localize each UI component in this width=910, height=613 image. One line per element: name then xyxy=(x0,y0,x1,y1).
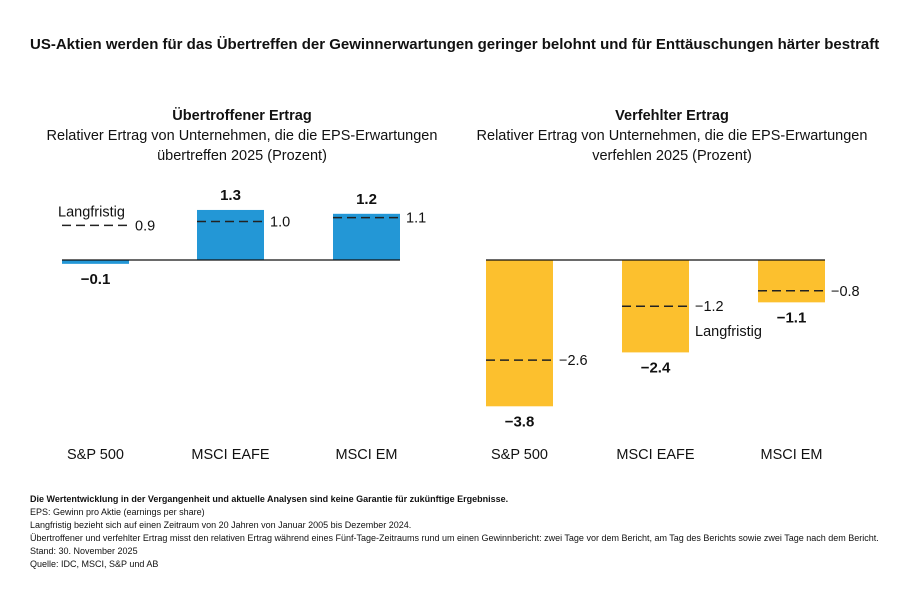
miss-long-term-legend: Langfristig xyxy=(695,324,762,340)
beat-category-label-3: MSCI EM xyxy=(335,447,397,463)
miss-long-term-label-1: −2.6 xyxy=(559,353,588,369)
footnote-long-term: Langfristig bezieht sich auf einen Zeitr… xyxy=(30,520,412,530)
beat-bar-3 xyxy=(333,213,400,260)
beat-value-label-3: 1.2 xyxy=(356,191,377,208)
beat-value-label-1: −0.1 xyxy=(81,271,111,288)
beat-long-term-label-2: 1.0 xyxy=(270,215,290,231)
footnote-eps: EPS: Gewinn pro Aktie (earnings per shar… xyxy=(30,507,205,517)
beat-long-term-label-3: 1.1 xyxy=(406,211,426,227)
miss-value-label-2: −2.4 xyxy=(641,359,671,376)
miss-category-label-3: MSCI EM xyxy=(760,447,822,463)
beat-bar-1 xyxy=(62,260,129,264)
miss-category-label-2: MSCI EAFE xyxy=(616,447,694,463)
beat-value-label-2: 1.3 xyxy=(220,187,241,204)
miss-value-label-3: −1.1 xyxy=(777,309,807,326)
footnote-date: Stand: 30. November 2025 xyxy=(30,546,138,556)
left-panel-title: Übertroffener Ertrag xyxy=(172,108,312,124)
beat-category-label-2: MSCI EAFE xyxy=(191,447,269,463)
footnotes: Die Wertentwicklung in der Vergangenheit… xyxy=(30,493,890,571)
miss-bar-1 xyxy=(486,260,553,407)
footnote-definition: Übertroffener und verfehlter Ertrag miss… xyxy=(30,533,879,543)
right-panel-subtitle: Relativer Ertrag von Unternehmen, die di… xyxy=(476,128,868,164)
footnote-source: Quelle: IDC, MSCI, S&P und AB xyxy=(30,559,159,569)
miss-category-label-1: S&P 500 xyxy=(491,447,548,463)
miss-long-term-label-3: −0.8 xyxy=(831,284,860,300)
miss-bar-3 xyxy=(758,260,825,303)
left-panel-subtitle: Relativer Ertrag von Unternehmen, die di… xyxy=(46,128,438,164)
beat-long-term-legend: Langfristig xyxy=(58,204,125,220)
beat-bar-2 xyxy=(197,209,264,260)
footnote-disclaimer: Die Wertentwicklung in der Vergangenheit… xyxy=(30,494,509,504)
beat-long-term-label-1: 0.9 xyxy=(135,218,155,234)
chart-title: US-Aktien werden für das Übertreffen der… xyxy=(30,36,880,53)
right-panel-title: Verfehlter Ertrag xyxy=(615,108,729,124)
beat-category-label-1: S&P 500 xyxy=(67,447,124,463)
left-panel-header: Übertroffener Ertrag Relativer Ertrag vo… xyxy=(22,106,462,166)
right-panel-header: Verfehlter Ertrag Relativer Ertrag von U… xyxy=(452,106,892,166)
miss-long-term-label-2: −1.2 xyxy=(695,299,724,315)
miss-value-label-1: −3.8 xyxy=(505,413,535,430)
